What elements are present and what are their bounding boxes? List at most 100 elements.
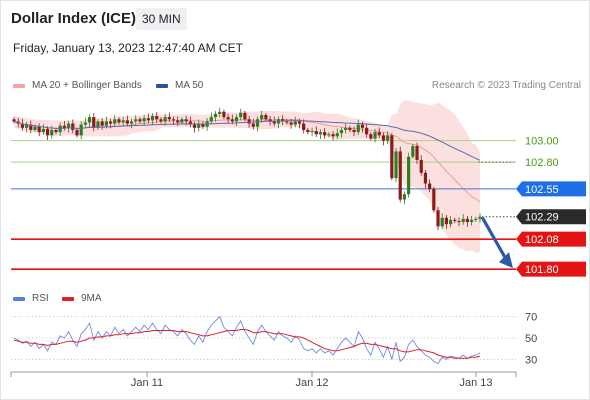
- candle: [66, 120, 71, 133]
- candle: [159, 117, 163, 124]
- candle-body: [213, 113, 218, 118]
- candle: [117, 117, 121, 125]
- candle-body: [415, 146, 419, 160]
- candle: [247, 115, 251, 128]
- candle: [470, 215, 474, 226]
- candle: [478, 213, 482, 223]
- candle-body: [344, 127, 348, 130]
- candle: [398, 146, 402, 203]
- candle: [24, 121, 29, 133]
- candle-body: [150, 116, 155, 121]
- candle-body: [92, 117, 96, 128]
- candle-body: [12, 119, 16, 122]
- rsi-level-label-30: 30: [525, 354, 537, 366]
- candle-body: [285, 121, 289, 123]
- bollinger-band-area: [14, 100, 480, 253]
- candle: [75, 127, 79, 138]
- candle-body: [419, 159, 423, 173]
- candle: [155, 111, 159, 123]
- copyright-label: Research © 2023 Trading Central: [431, 80, 581, 91]
- candle-body: [260, 114, 264, 120]
- candle: [453, 217, 457, 224]
- level-label-2: 102.55: [525, 184, 559, 196]
- forecast-arrow-head: [499, 252, 513, 269]
- candle-body: [192, 124, 197, 128]
- candle: [264, 112, 268, 122]
- x-tick-label-0: Jan 11: [131, 377, 163, 389]
- legend-bollinger-label: MA 20 + Bollinger Bands: [32, 80, 142, 91]
- candle: [79, 121, 83, 140]
- legend-bollinger: MA 20 + Bollinger Bands: [13, 80, 142, 91]
- candle: [83, 117, 87, 128]
- candle: [310, 127, 314, 137]
- candle-body: [365, 127, 369, 135]
- candle-body: [45, 128, 50, 136]
- candle: [201, 121, 205, 129]
- x-tick-label-1: Jan 12: [295, 377, 328, 389]
- candle: [436, 206, 440, 231]
- candle: [377, 127, 381, 139]
- candle-body: [129, 121, 134, 124]
- candle: [121, 116, 125, 127]
- candle: [62, 120, 66, 131]
- candle-body: [176, 120, 180, 123]
- candle-body: [79, 124, 83, 136]
- timeframe-badge[interactable]: 30 MIN: [136, 8, 187, 30]
- level-label-3: 102.29: [525, 212, 559, 224]
- legend-ma50-label: MA 50: [175, 80, 204, 91]
- candle-body: [113, 119, 117, 124]
- candle-body: [226, 117, 230, 120]
- candle: [327, 132, 331, 138]
- candle-body: [348, 127, 352, 130]
- candle: [92, 113, 96, 132]
- candle-body: [125, 120, 129, 124]
- candle-body: [230, 119, 234, 122]
- candle-body: [444, 217, 449, 225]
- candle: [146, 113, 150, 124]
- candle-body: [142, 118, 146, 122]
- candle-body: [104, 121, 108, 126]
- candle: [281, 115, 285, 125]
- candle-body: [377, 132, 381, 136]
- candle-body: [37, 126, 41, 133]
- candle: [461, 214, 465, 225]
- candle: [268, 115, 272, 126]
- candle: [444, 214, 449, 229]
- candle: [142, 114, 146, 126]
- x-tick-label-2: Jan 13: [459, 377, 492, 389]
- candle: [37, 123, 41, 137]
- candle-body: [310, 131, 314, 133]
- level-label-5: 101.80: [525, 264, 559, 276]
- candle: [369, 132, 373, 141]
- candle: [243, 110, 247, 122]
- candle-body: [188, 121, 192, 125]
- candle: [255, 116, 260, 132]
- candle: [339, 127, 344, 138]
- candle: [239, 108, 243, 121]
- level-label-1: 102.80: [525, 157, 559, 169]
- candle: [323, 128, 327, 139]
- candle: [331, 130, 335, 141]
- candle-body: [289, 122, 293, 125]
- candle-body: [20, 123, 24, 128]
- candle: [423, 170, 428, 189]
- candle-body: [352, 129, 356, 133]
- legend-9ma-label: 9MA: [81, 293, 102, 304]
- candle-body: [201, 123, 205, 127]
- legend-9ma-swatch: [62, 296, 74, 301]
- candle-body: [465, 218, 470, 223]
- candle: [302, 119, 306, 134]
- candle-body: [402, 194, 407, 200]
- candle-body: [54, 129, 58, 133]
- candle-body: [428, 183, 432, 189]
- x-axis: Jan 11 Jan 12 Jan 13: [10, 371, 517, 389]
- candle: [125, 115, 129, 127]
- candle: [285, 119, 289, 125]
- instrument-title: Dollar Index (ICE): [11, 10, 137, 27]
- price-badges: 103.00 102.80 102.55 102.29 102.08 101.80: [516, 136, 586, 277]
- rsi-9ma-line: [13, 329, 481, 359]
- candle-body: [146, 118, 150, 121]
- candle-body: [360, 124, 365, 128]
- candle-body: [297, 121, 302, 124]
